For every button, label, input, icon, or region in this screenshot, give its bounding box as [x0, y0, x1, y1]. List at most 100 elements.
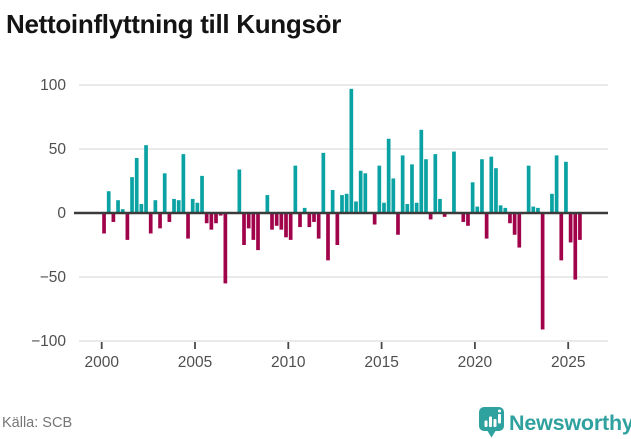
- bar: [312, 213, 316, 222]
- bar: [564, 161, 568, 213]
- bar: [386, 138, 391, 213]
- bar: [144, 145, 148, 213]
- bar: [270, 213, 274, 230]
- bar: [200, 175, 204, 213]
- bar: [148, 213, 153, 234]
- bar: [410, 164, 414, 213]
- bar: [424, 159, 428, 213]
- bar: [470, 182, 475, 213]
- bar: [461, 213, 466, 222]
- bar: [326, 213, 330, 261]
- bar: [172, 198, 176, 213]
- bar: [134, 157, 139, 213]
- bar: [442, 213, 447, 217]
- bar: [452, 151, 456, 213]
- bar: [237, 169, 242, 213]
- bar: [484, 213, 489, 239]
- x-tick-label: 2015: [364, 354, 398, 371]
- bar: [354, 201, 358, 213]
- newsworthy-logo-icon: [479, 407, 504, 438]
- bar: [480, 159, 484, 213]
- bar: [466, 213, 470, 226]
- bar: [209, 213, 214, 230]
- bar: [363, 173, 368, 213]
- bar: [223, 213, 228, 284]
- y-tick-label: −50: [40, 269, 67, 286]
- bar: [251, 213, 256, 240]
- bar: [540, 213, 545, 330]
- x-tick-label: 2025: [551, 354, 585, 371]
- bar: [279, 213, 284, 230]
- bar: [578, 213, 582, 240]
- bar: [405, 204, 410, 213]
- bar: [242, 213, 246, 245]
- bar: [559, 213, 564, 261]
- y-axis-labels: 100 50 0 −50 −100: [31, 77, 66, 350]
- bar: [536, 207, 540, 213]
- bar: [498, 205, 503, 213]
- logo-bar-3: [493, 419, 497, 427]
- bar: [396, 213, 400, 235]
- bar: [302, 207, 307, 213]
- bar: [419, 129, 424, 213]
- bar: [190, 198, 195, 213]
- x-tick-label: 2005: [178, 354, 212, 371]
- bar: [106, 191, 111, 213]
- bar: [139, 204, 144, 213]
- bar: [517, 213, 522, 248]
- logo-exclaim-dot: [498, 409, 501, 413]
- bar: [489, 156, 494, 213]
- y-tick-label: 0: [57, 205, 66, 222]
- bar: [344, 193, 349, 213]
- bar: [120, 209, 125, 213]
- y-tick-label: 50: [49, 141, 67, 158]
- bar: [214, 213, 218, 224]
- y-tick-label: 100: [40, 77, 66, 94]
- newsworthy-wordmark: Newsworthy: [509, 411, 631, 435]
- bar: [573, 213, 578, 280]
- bar: [186, 213, 190, 239]
- bar: [265, 195, 270, 213]
- bar: [428, 213, 433, 220]
- logo-bar-2: [489, 416, 492, 427]
- bar: [340, 195, 344, 213]
- bar: [284, 213, 288, 238]
- bar: [130, 177, 134, 213]
- x-axis-labels: 2000 2005 2010 2015 2020 2025: [84, 354, 585, 371]
- bar: [372, 213, 377, 225]
- gridlines: [79, 84, 608, 342]
- bar: [512, 213, 517, 235]
- bar: [153, 200, 158, 213]
- bar: [531, 206, 536, 213]
- bar: [176, 200, 181, 213]
- bar: [181, 154, 186, 213]
- bar: [256, 213, 260, 251]
- bar: [414, 202, 419, 213]
- bar: [391, 178, 396, 213]
- bar: [162, 173, 167, 213]
- bar: [335, 213, 340, 245]
- bar: [195, 202, 200, 213]
- bar: [204, 213, 209, 224]
- bar: [377, 165, 382, 213]
- bar: [298, 213, 302, 228]
- bar: [158, 213, 162, 229]
- bar: [550, 193, 554, 213]
- bar: [438, 198, 442, 213]
- bar: [568, 213, 573, 243]
- page-title: Nettoinflyttning till Kungsör: [6, 9, 341, 39]
- bar: [330, 189, 335, 213]
- logo-mini-bars: [484, 409, 501, 427]
- bar: [102, 213, 106, 234]
- logo-exclaim-bar: [498, 414, 501, 424]
- bar: [218, 213, 223, 216]
- bar: [526, 165, 531, 213]
- bar: [554, 155, 559, 213]
- bar: [246, 213, 251, 229]
- x-tick-label: 2000: [84, 354, 119, 371]
- source-credit: Källa: SCB: [2, 415, 72, 431]
- bar: [293, 165, 298, 213]
- bar: [274, 213, 279, 226]
